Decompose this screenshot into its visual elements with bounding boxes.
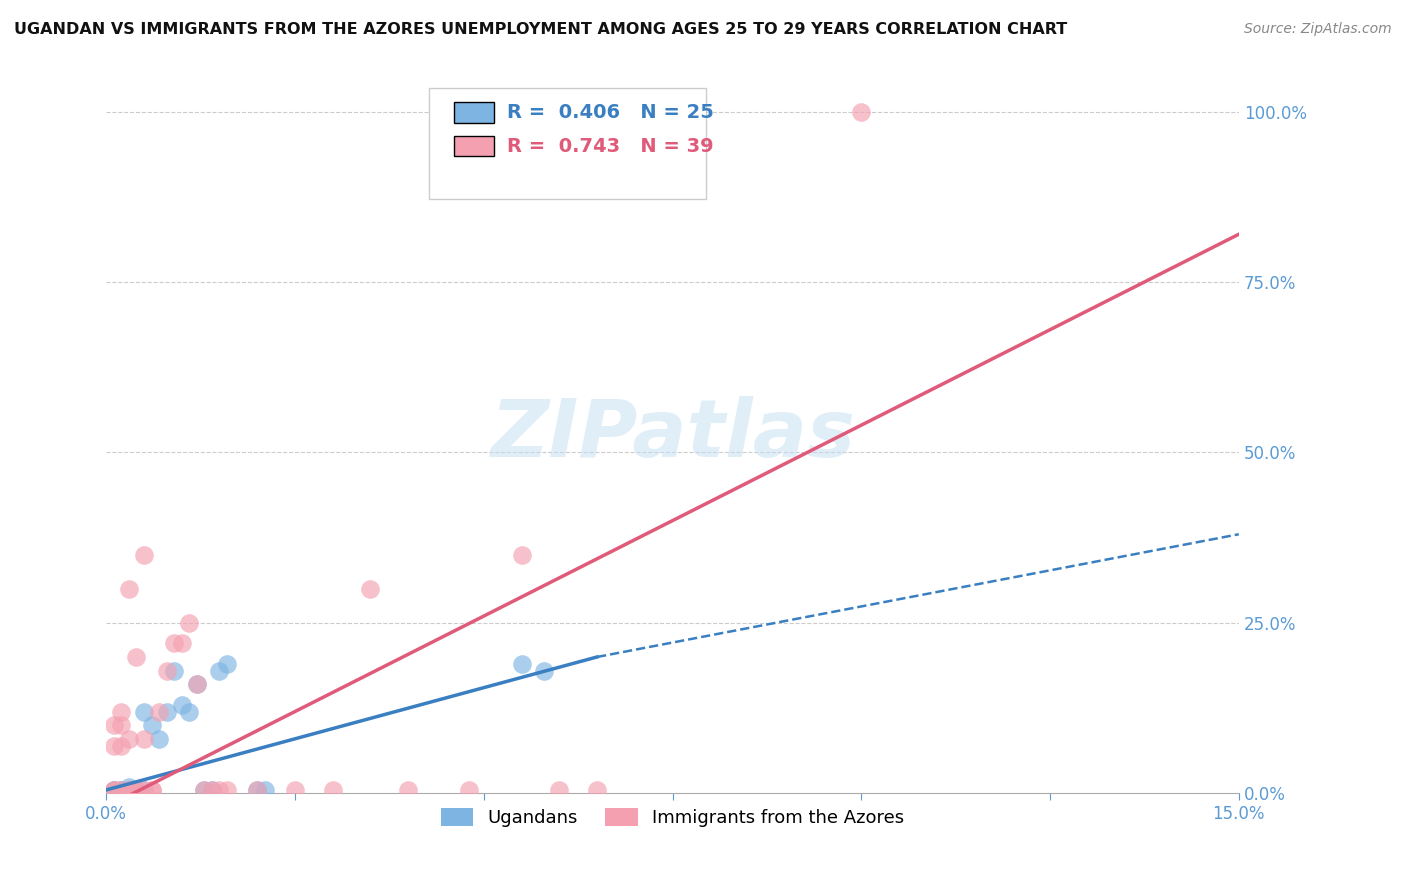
- Point: [141, 783, 163, 797]
- Point: [246, 783, 269, 797]
- Point: [132, 731, 155, 746]
- Point: [510, 548, 533, 562]
- Point: [132, 783, 155, 797]
- Point: [125, 783, 148, 797]
- Point: [110, 739, 132, 753]
- Point: [322, 783, 344, 797]
- Point: [118, 780, 141, 794]
- Point: [141, 783, 163, 797]
- Point: [186, 677, 208, 691]
- Point: [215, 657, 238, 671]
- Point: [110, 718, 132, 732]
- Point: [179, 615, 201, 630]
- Point: [118, 783, 141, 797]
- Point: [201, 783, 224, 797]
- Point: [103, 783, 125, 797]
- Point: [148, 731, 170, 746]
- Point: [533, 664, 555, 678]
- FancyBboxPatch shape: [454, 136, 494, 156]
- Point: [118, 582, 141, 596]
- Point: [132, 783, 155, 797]
- Point: [201, 783, 224, 797]
- FancyBboxPatch shape: [454, 103, 494, 122]
- Point: [110, 783, 132, 797]
- Point: [208, 664, 231, 678]
- Point: [215, 783, 238, 797]
- Point: [103, 739, 125, 753]
- Point: [253, 783, 276, 797]
- Point: [179, 705, 201, 719]
- Point: [284, 783, 307, 797]
- Point: [132, 548, 155, 562]
- Point: [110, 783, 132, 797]
- Point: [186, 677, 208, 691]
- FancyBboxPatch shape: [429, 88, 706, 199]
- Point: [163, 664, 186, 678]
- Point: [118, 783, 141, 797]
- Point: [118, 783, 141, 797]
- Point: [193, 783, 215, 797]
- Point: [110, 705, 132, 719]
- Legend: Ugandans, Immigrants from the Azores: Ugandans, Immigrants from the Azores: [433, 801, 911, 834]
- Point: [125, 783, 148, 797]
- Point: [246, 783, 269, 797]
- Point: [148, 705, 170, 719]
- Point: [396, 783, 419, 797]
- Text: R =  0.406   N = 25: R = 0.406 N = 25: [508, 103, 714, 122]
- Point: [360, 582, 382, 596]
- Point: [156, 705, 179, 719]
- Text: ZIPatlas: ZIPatlas: [491, 396, 855, 475]
- Point: [510, 657, 533, 671]
- Point: [457, 783, 479, 797]
- Point: [163, 636, 186, 650]
- Point: [208, 783, 231, 797]
- Point: [125, 650, 148, 665]
- Text: UGANDAN VS IMMIGRANTS FROM THE AZORES UNEMPLOYMENT AMONG AGES 25 TO 29 YEARS COR: UGANDAN VS IMMIGRANTS FROM THE AZORES UN…: [14, 22, 1067, 37]
- Point: [132, 705, 155, 719]
- Point: [103, 783, 125, 797]
- Point: [193, 783, 215, 797]
- Point: [548, 783, 571, 797]
- Point: [125, 783, 148, 797]
- Point: [118, 731, 141, 746]
- Point: [156, 664, 179, 678]
- Point: [110, 783, 132, 797]
- Point: [586, 783, 609, 797]
- Point: [125, 783, 148, 797]
- Point: [141, 718, 163, 732]
- Text: R =  0.743   N = 39: R = 0.743 N = 39: [508, 136, 714, 156]
- Point: [170, 698, 193, 712]
- Point: [170, 636, 193, 650]
- Point: [103, 783, 125, 797]
- Point: [103, 718, 125, 732]
- Text: Source: ZipAtlas.com: Source: ZipAtlas.com: [1244, 22, 1392, 37]
- Point: [103, 783, 125, 797]
- Point: [851, 104, 873, 119]
